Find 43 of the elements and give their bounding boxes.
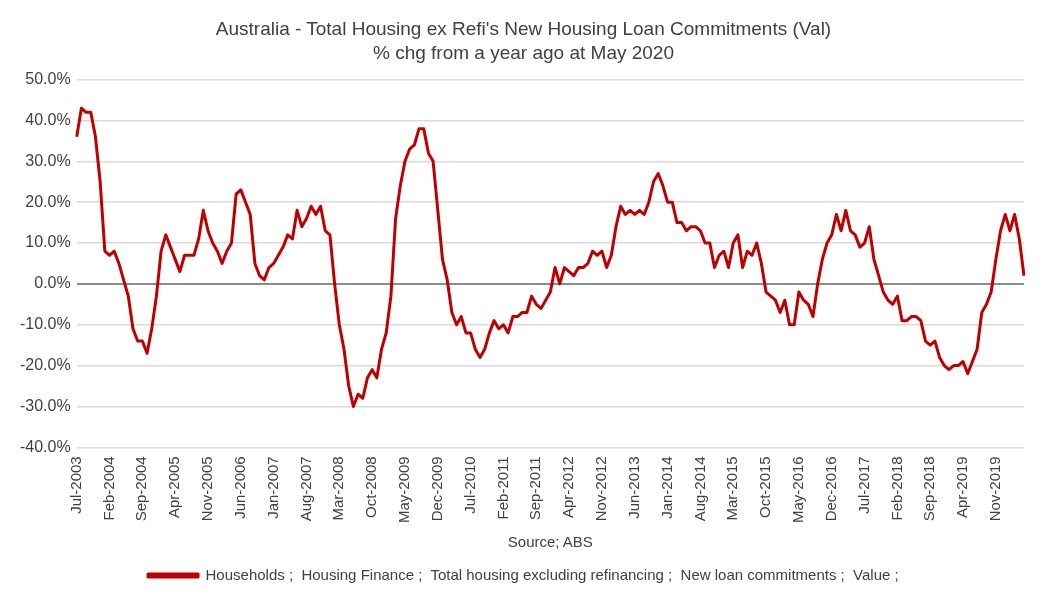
x-tick-label: Sep-2018 xyxy=(920,456,938,522)
legend-label: Households ; Housing Finance ; Total housing excluding refinancing ; New loan commitments ; Value ; xyxy=(205,565,899,583)
x-tick-label: Mar-2015 xyxy=(723,456,741,521)
y-tick-label: -20.0% xyxy=(19,355,71,373)
x-tick-label: Apr-2019 xyxy=(953,456,971,519)
x-tick-label: Aug-2007 xyxy=(296,456,314,522)
y-tick-label: -10.0% xyxy=(19,315,71,333)
x-tick-label: Feb-2018 xyxy=(887,456,905,521)
x-tick-label: Dec-2016 xyxy=(821,456,839,522)
y-tick-label: 10.0% xyxy=(25,233,71,251)
x-tick-label: Feb-2004 xyxy=(99,456,117,521)
y-tick-label: 20.0% xyxy=(25,192,71,210)
x-tick-label: Aug-2014 xyxy=(690,456,708,522)
x-tick-label: Jun-2013 xyxy=(624,456,642,519)
x-tick-label: Jan-2014 xyxy=(657,456,675,519)
x-tick-label: Nov-2005 xyxy=(198,456,216,522)
source-note: Source; ABS xyxy=(507,532,593,550)
x-tick-label: Feb-2011 xyxy=(493,456,511,520)
x-tick-label: Mar-2008 xyxy=(329,456,347,521)
chart-subtitle: % chg from a year ago at May 2020 xyxy=(373,42,674,64)
chart-title: Australia - Total Housing ex Refi's New Housing Loan Commitments (Val) xyxy=(215,17,832,39)
x-tick-label: Jun-2006 xyxy=(230,456,248,519)
x-tick-label: Jul-2017 xyxy=(854,456,872,514)
y-tick-label: 0.0% xyxy=(34,274,71,292)
y-tick-label: 30.0% xyxy=(25,151,71,169)
x-tick-label: Sep-2011 xyxy=(526,456,544,521)
y-tick-label: -30.0% xyxy=(19,396,71,414)
y-tick-label: -40.0% xyxy=(19,437,71,455)
x-tick-label: Jan-2007 xyxy=(263,456,281,519)
x-tick-label: Nov-2012 xyxy=(592,456,610,522)
x-tick-label: Apr-2012 xyxy=(559,456,577,519)
x-tick-label: Oct-2015 xyxy=(756,456,774,518)
x-tick-label: May-2009 xyxy=(395,456,413,523)
x-tick-label: Jul-2003 xyxy=(66,456,84,514)
x-tick-label: Jul-2010 xyxy=(460,456,478,514)
x-tick-label: Dec-2009 xyxy=(427,456,445,522)
y-tick-label: 40.0% xyxy=(25,110,71,128)
x-tick-label: Apr-2005 xyxy=(165,456,183,519)
x-tick-label: May-2016 xyxy=(789,456,807,523)
x-tick-label: Nov-2019 xyxy=(986,456,1003,522)
x-tick-label: Oct-2008 xyxy=(362,456,380,518)
y-tick-label: 50.0% xyxy=(25,70,71,88)
x-tick-label: Sep-2004 xyxy=(132,456,150,522)
